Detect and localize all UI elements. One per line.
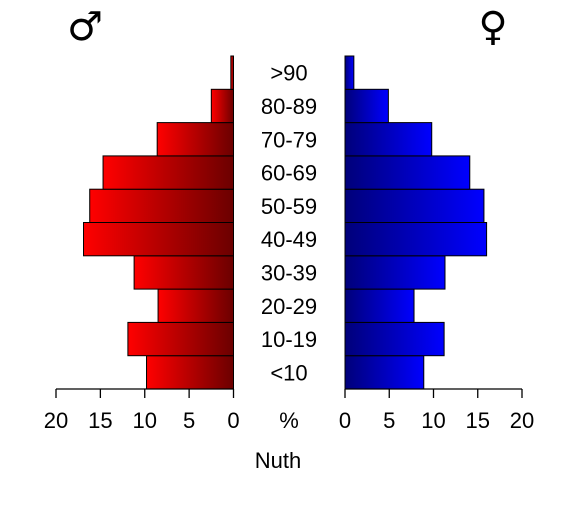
- male-bar-8: [210, 88, 234, 124]
- male-bars: [83, 55, 235, 390]
- age-group-label-4: 40-49: [261, 227, 317, 252]
- age-group-label-7: 70-79: [261, 127, 317, 152]
- male-bar-0: [146, 355, 235, 390]
- male-bar-5: [89, 188, 234, 223]
- female-bar-8: [344, 88, 389, 124]
- female-tick-label-0: 0: [339, 408, 351, 433]
- female-bar-7: [344, 122, 433, 157]
- male-bar-2: [157, 288, 234, 323]
- female-bar-3: [344, 255, 446, 290]
- female-axis: 0 5 10 15 20: [339, 388, 534, 433]
- female-bar-9: [344, 55, 355, 90]
- male-bar-7: [156, 122, 235, 157]
- female-bars: [344, 55, 488, 390]
- female-tick-label-3: 15: [466, 408, 490, 433]
- female-tick-label-4: 20: [510, 408, 534, 433]
- female-symbol-icon: ♀: [478, 4, 507, 50]
- x-axis-label: Nuth: [255, 448, 301, 473]
- age-group-label-3: 30-39: [261, 260, 317, 285]
- male-bar-4: [83, 222, 235, 257]
- male-tick-label-3: 15: [88, 408, 112, 433]
- male-bar-9: [230, 55, 234, 90]
- age-group-labels: <10 10-19 20-29 30-39 40-49 50-59 60-69 70-79 80…: [261, 61, 317, 386]
- male-bar-6: [102, 155, 235, 190]
- age-group-label-0: <10: [270, 360, 307, 385]
- age-group-label-2: 20-29: [261, 294, 317, 319]
- male-tick-label-0: 0: [227, 408, 239, 433]
- male-tick-label-1: 5: [183, 408, 195, 433]
- male-bar-1: [127, 321, 234, 357]
- male-symbol-icon: ♂: [67, 4, 103, 50]
- female-bar-0: [344, 355, 425, 390]
- female-tick-label-1: 5: [383, 408, 395, 433]
- female-bar-4: [344, 222, 488, 257]
- age-group-label-6: 60-69: [261, 161, 317, 186]
- age-group-label-1: 10-19: [261, 327, 317, 352]
- male-bar-3: [133, 255, 235, 290]
- unit-label: %: [279, 408, 299, 433]
- female-bar-6: [344, 155, 471, 190]
- female-bar-5: [344, 188, 485, 223]
- male-tick-label-2: 10: [133, 408, 157, 433]
- age-group-label-9: >90: [270, 61, 307, 86]
- female-bar-2: [344, 288, 415, 323]
- age-group-label-8: 80-89: [261, 94, 317, 119]
- age-group-label-5: 50-59: [261, 194, 317, 219]
- female-bar-1: [344, 321, 445, 357]
- female-tick-label-2: 10: [421, 408, 445, 433]
- male-tick-label-4: 20: [44, 408, 68, 433]
- male-axis: 0 5 10 15 20: [44, 388, 240, 433]
